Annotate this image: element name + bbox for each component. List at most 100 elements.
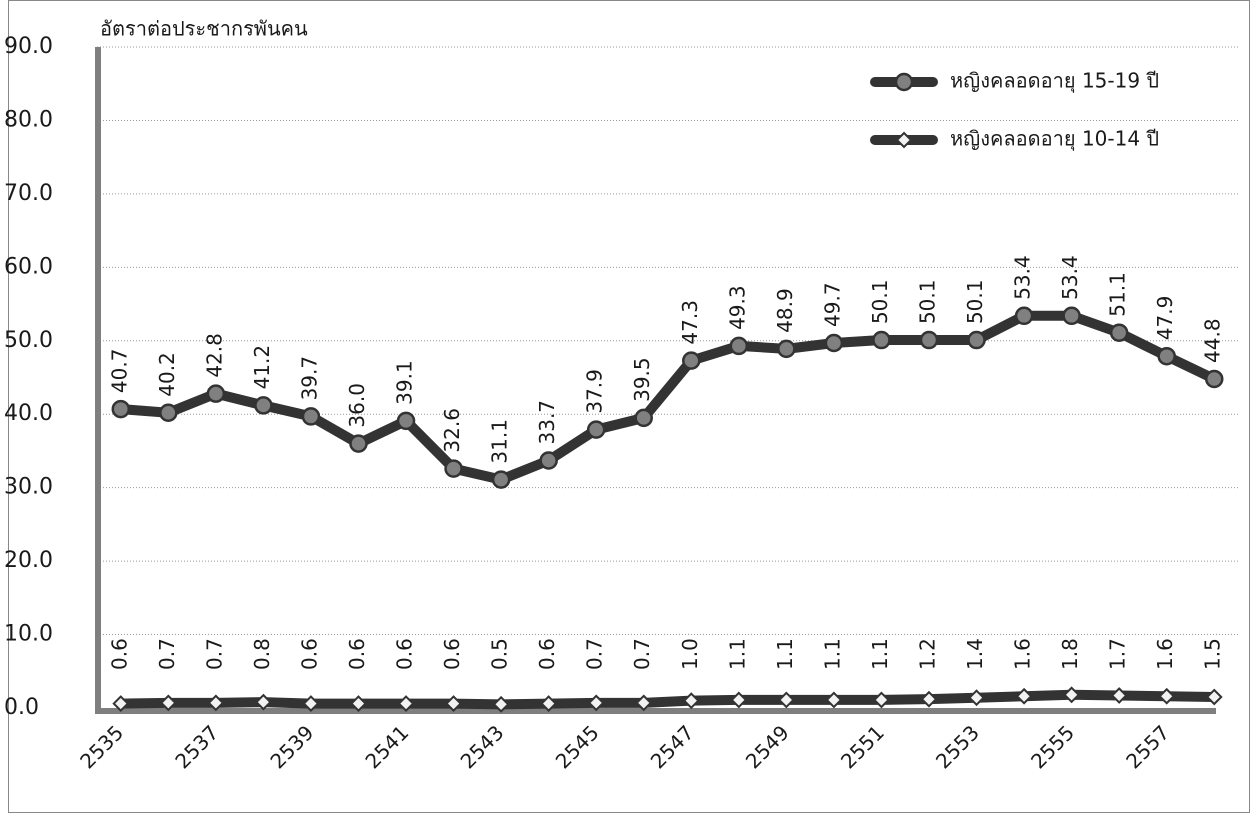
data-point [112, 695, 130, 713]
data-point [1110, 687, 1128, 704]
y-tick-label: 60.0 [4, 254, 53, 279]
data-label: 1.2 [915, 638, 939, 670]
data-point [349, 434, 368, 453]
data-label: 47.9 [1153, 296, 1177, 341]
legend-label: หญิงคลอดอายุ 15-19 ปี [950, 69, 1159, 94]
x-tick-label: 2543 [456, 720, 509, 773]
data-point [111, 399, 131, 419]
data-label: 44.8 [1201, 318, 1225, 363]
x-tick-label: 2535 [75, 720, 128, 773]
y-tick-label: 70.0 [4, 181, 53, 206]
data-label: 0.6 [345, 638, 369, 670]
x-tick-label: 2549 [741, 720, 794, 773]
data-label: 1.7 [1106, 638, 1130, 670]
y-tick-label: 10.0 [4, 622, 53, 647]
data-point [350, 695, 367, 713]
data-label: 31.1 [488, 419, 512, 464]
data-label: 33.7 [535, 400, 559, 445]
data-label: 1.8 [1058, 638, 1082, 670]
data-label: 47.3 [678, 300, 702, 345]
data-point [206, 384, 226, 403]
data-point [587, 694, 605, 712]
data-point [825, 691, 843, 709]
data-point [444, 459, 463, 478]
legend-marker [894, 72, 914, 92]
data-point [586, 420, 606, 439]
data-label: 40.7 [107, 349, 131, 394]
data-label: 1.5 [1201, 638, 1225, 670]
data-label: 50.1 [915, 280, 939, 325]
data-point [777, 339, 796, 359]
data-label: 1.1 [773, 638, 797, 670]
data-point [824, 333, 844, 353]
data-label: 1.6 [1153, 638, 1177, 670]
series-line [115, 689, 1220, 710]
data-point [1205, 688, 1223, 706]
legend-marker [895, 131, 913, 149]
data-point [872, 330, 891, 350]
y-tick-label: 0.0 [4, 695, 39, 720]
data-point [254, 693, 272, 711]
data-point [301, 407, 321, 426]
data-label: 53.4 [1058, 255, 1082, 300]
data-point [919, 330, 939, 350]
data-point [635, 694, 653, 712]
y-tick-label: 50.0 [4, 328, 53, 353]
data-label: 36.0 [345, 383, 369, 428]
data-label: 0.6 [393, 638, 417, 670]
x-tick-label: 2537 [170, 720, 223, 773]
data-point [1158, 687, 1176, 705]
data-label: 0.6 [440, 638, 464, 670]
data-point [397, 695, 415, 713]
data-label: 0.7 [630, 638, 654, 670]
data-label: 51.1 [1106, 272, 1130, 317]
data-point [968, 689, 985, 707]
x-tick-label: 2557 [1121, 720, 1174, 773]
x-tick-label: 2539 [265, 720, 318, 773]
data-label: 41.2 [250, 345, 274, 390]
data-point [254, 396, 273, 415]
data-point [682, 351, 701, 370]
data-label: 39.1 [393, 360, 417, 405]
data-label: 39.7 [297, 356, 321, 401]
data-label: 0.6 [535, 638, 559, 670]
data-point [1063, 686, 1081, 704]
data-point [1109, 323, 1129, 342]
data-label: 0.7 [155, 638, 179, 670]
data-point [873, 691, 890, 709]
y-tick-label: 80.0 [4, 107, 53, 132]
data-point [159, 403, 178, 423]
data-point [730, 691, 748, 709]
data-point [539, 451, 558, 470]
y-tick-label: 90.0 [4, 34, 53, 59]
data-point [492, 695, 510, 713]
data-label: 1.4 [963, 638, 987, 670]
data-label: 42.8 [202, 333, 226, 378]
y-axis-title: อัตราต่อประชากรพันคน [100, 17, 308, 41]
x-tick-label: 2547 [646, 720, 699, 773]
data-label: 1.1 [868, 638, 892, 670]
data-label: 0.6 [297, 638, 321, 670]
data-label: 48.9 [773, 288, 797, 333]
data-label: 1.1 [820, 638, 844, 670]
x-tick-label: 2553 [931, 720, 984, 773]
data-point [1204, 369, 1224, 389]
y-tick-label: 20.0 [4, 548, 53, 573]
data-point [634, 408, 653, 428]
data-point [729, 336, 749, 356]
data-label: 50.1 [868, 280, 892, 325]
data-point [491, 470, 511, 489]
data-point [159, 694, 177, 712]
data-label: 53.4 [1011, 255, 1035, 300]
data-point [967, 330, 986, 350]
data-point [445, 695, 462, 713]
data-point [540, 695, 558, 713]
data-point [1157, 346, 1176, 366]
data-point [682, 692, 700, 710]
data-label: 1.1 [725, 638, 749, 670]
data-label: 39.5 [630, 357, 654, 402]
data-point [1062, 306, 1081, 326]
y-tick-label: 30.0 [4, 475, 53, 500]
data-label: 0.8 [250, 638, 274, 670]
legend-label: หญิงคลอดอายุ 10-14 ปี [950, 127, 1159, 152]
